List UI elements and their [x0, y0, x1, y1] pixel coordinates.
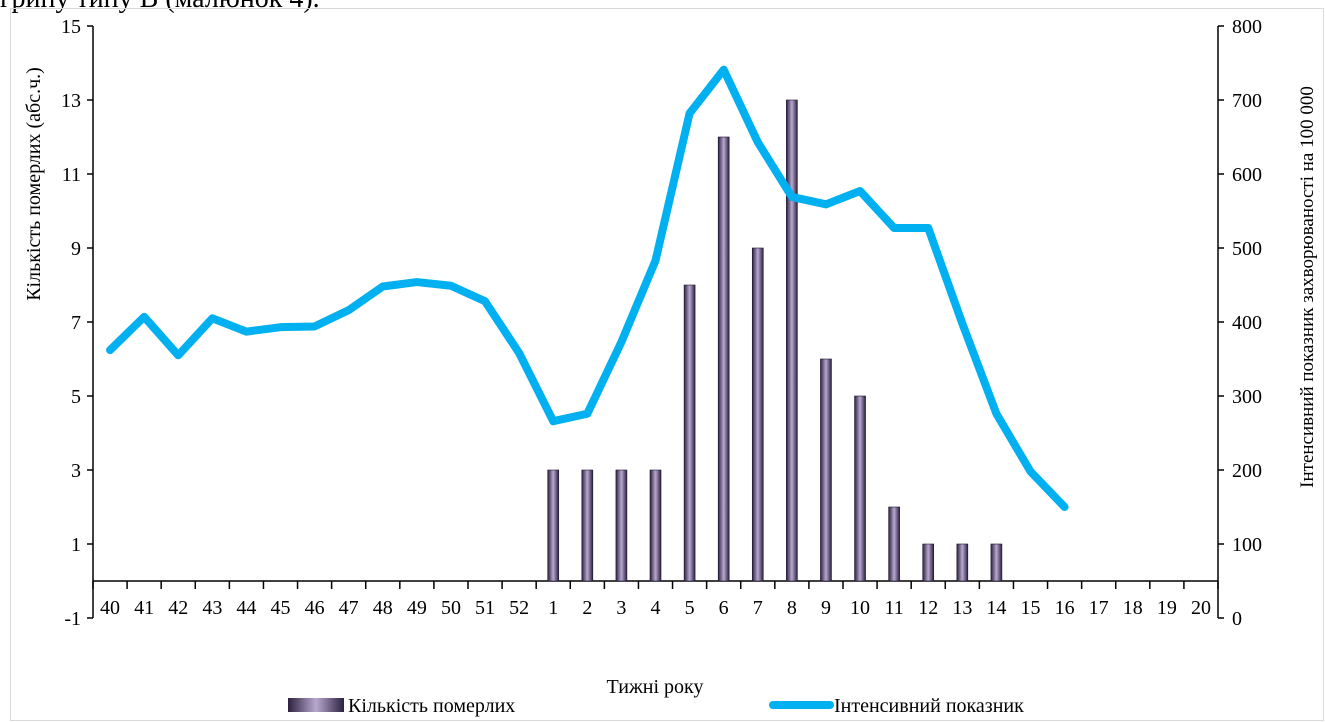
y-left-tick-label: 13	[61, 90, 81, 112]
y-left-tick-label: 7	[71, 312, 81, 334]
line-series	[106, 65, 1069, 511]
legend-bar-swatch	[288, 698, 344, 712]
x-axis-title: Тижні року	[607, 676, 704, 698]
y-right-tick-label: 300	[1232, 386, 1262, 408]
y-left-tick-label: 5	[71, 386, 81, 408]
bar	[922, 543, 935, 582]
x-tick-label: 49	[407, 597, 427, 619]
axes: -113579111315010020030040050060070080040…	[61, 16, 1262, 630]
x-tick-label: 51	[475, 597, 495, 619]
bar	[820, 358, 832, 582]
x-tick-label: 1	[548, 597, 558, 619]
y-right-tick-label: 600	[1232, 164, 1262, 186]
x-tick-label: 19	[1157, 597, 1177, 619]
x-tick-label: 47	[339, 597, 359, 619]
bar	[649, 469, 662, 582]
x-tick-label: 18	[1123, 597, 1143, 619]
x-tick-label: 15	[1021, 597, 1041, 619]
bar	[786, 99, 798, 582]
x-tick-label: 7	[753, 597, 763, 619]
x-tick-label: 50	[441, 597, 461, 619]
x-tick-label: 3	[616, 597, 626, 619]
y-right-tick-label: 400	[1232, 312, 1262, 334]
y-right-tick-label: 700	[1232, 90, 1262, 112]
y-right-tick-label: 100	[1232, 534, 1262, 556]
y-right-tick-label: 200	[1232, 460, 1262, 482]
x-tick-label: 20	[1191, 597, 1211, 619]
x-tick-label: 2	[582, 597, 592, 619]
y-right-tick-label: 0	[1232, 608, 1242, 630]
x-tick-label: 16	[1055, 597, 1075, 619]
chart-frame	[10, 8, 1324, 721]
x-tick-label: 10	[850, 597, 870, 619]
bar	[956, 543, 969, 582]
y-right-tick-label: 800	[1232, 16, 1262, 38]
y-left-tick-label: 3	[71, 460, 81, 482]
x-tick-label: 40	[100, 597, 120, 619]
bar	[547, 469, 560, 582]
x-tick-label: 46	[305, 597, 325, 619]
x-tick-label: 13	[952, 597, 972, 619]
x-tick-label: 5	[685, 597, 695, 619]
x-tick-label: 52	[509, 597, 529, 619]
bar	[717, 136, 730, 582]
y-axis-left-title: Кількість померлих (абс.ч.)	[23, 67, 45, 301]
x-tick-label: 4	[651, 597, 661, 619]
x-tick-label: 43	[202, 597, 222, 619]
y-left-tick-label: 15	[61, 16, 81, 38]
x-tick-label: 45	[271, 597, 291, 619]
y-left-tick-label: 1	[71, 534, 81, 556]
x-tick-label: 14	[986, 597, 1006, 619]
x-tick-label: 9	[821, 597, 831, 619]
y-left-tick-label: 11	[62, 164, 81, 186]
bar	[615, 469, 628, 582]
x-tick-label: 17	[1089, 597, 1109, 619]
x-tick-label: 44	[236, 597, 256, 619]
x-tick-label: 6	[719, 597, 729, 619]
bar	[854, 395, 866, 582]
x-tick-label: 11	[885, 597, 904, 619]
bar	[683, 284, 696, 582]
bar	[581, 469, 594, 582]
legend-bar-label: Кількість померлих	[348, 695, 515, 717]
y-axis-right-title: Інтенсивний показник захворюваності на 1…	[1297, 86, 1318, 488]
x-tick-label: 41	[134, 597, 154, 619]
x-tick-label: 12	[918, 597, 938, 619]
legend-line-label: Інтенсивний показник	[834, 695, 1024, 717]
heading-fragment: грипу типу В (малюнок 4).	[0, 0, 320, 15]
x-tick-label: 48	[373, 597, 393, 619]
bar-series	[547, 99, 1003, 582]
bar	[888, 506, 900, 582]
x-tick-label: 42	[168, 597, 188, 619]
bar	[990, 543, 1003, 582]
x-tick-label: 8	[787, 597, 797, 619]
line-path	[106, 65, 1069, 511]
y-left-tick-label: 9	[71, 238, 81, 260]
legend: Кількість померлих Інтенсивний показник	[288, 695, 1024, 717]
y-right-tick-label: 500	[1232, 238, 1262, 260]
bar	[751, 247, 764, 582]
y-left-tick-label: -1	[64, 608, 81, 630]
